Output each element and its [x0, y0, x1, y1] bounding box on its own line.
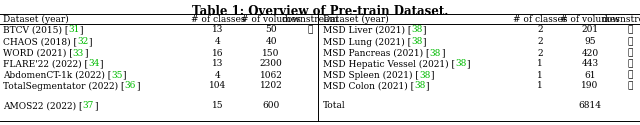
Text: ]: ]	[441, 48, 444, 58]
Text: 1: 1	[537, 70, 543, 80]
Text: ]: ]	[467, 60, 470, 68]
Text: 50: 50	[265, 26, 277, 35]
Text: CHAOS (2018) [: CHAOS (2018) [	[3, 38, 77, 46]
Text: FLARE'22 (2022) [: FLARE'22 (2022) [	[3, 60, 88, 68]
Text: 36: 36	[125, 82, 136, 90]
Text: 4: 4	[215, 70, 221, 80]
Text: ]: ]	[423, 26, 426, 35]
Text: ✓: ✓	[627, 60, 633, 68]
Text: 15: 15	[212, 102, 224, 110]
Text: ]: ]	[123, 70, 126, 80]
Text: ]: ]	[84, 48, 88, 58]
Text: downstream: downstream	[282, 14, 339, 24]
Text: 2300: 2300	[260, 60, 282, 68]
Text: 201: 201	[581, 26, 598, 35]
Text: 37: 37	[83, 102, 94, 110]
Text: # of classes: # of classes	[513, 14, 567, 24]
Text: WORD (2021) [: WORD (2021) [	[3, 48, 73, 58]
Text: 35: 35	[111, 70, 123, 80]
Text: ]: ]	[80, 26, 83, 35]
Text: 33: 33	[73, 48, 84, 58]
Text: ]: ]	[430, 70, 434, 80]
Text: 38: 38	[429, 48, 441, 58]
Text: 4: 4	[215, 38, 221, 46]
Text: 150: 150	[262, 48, 280, 58]
Text: 38: 38	[419, 70, 430, 80]
Text: MSD Colon (2021) [: MSD Colon (2021) [	[323, 82, 414, 90]
Text: AMOS22 (2022) [: AMOS22 (2022) [	[3, 102, 83, 110]
Text: 104: 104	[209, 82, 227, 90]
Text: ✓: ✓	[627, 82, 633, 90]
Text: 2: 2	[537, 38, 543, 46]
Text: Dataset (year): Dataset (year)	[323, 14, 388, 24]
Text: 1: 1	[537, 60, 543, 68]
Text: # of volumes: # of volumes	[560, 14, 620, 24]
Text: MSD Spleen (2021) [: MSD Spleen (2021) [	[323, 70, 419, 80]
Text: 40: 40	[265, 38, 276, 46]
Text: 13: 13	[212, 60, 224, 68]
Text: MSD Lung (2021) [: MSD Lung (2021) [	[323, 38, 411, 46]
Text: ✓: ✓	[307, 26, 313, 35]
Text: 443: 443	[581, 60, 598, 68]
Text: 1: 1	[537, 82, 543, 90]
Text: Table 1: Overview of Pre-train Dataset.: Table 1: Overview of Pre-train Dataset.	[192, 5, 448, 18]
Text: 190: 190	[581, 82, 598, 90]
Text: MSD Liver (2021) [: MSD Liver (2021) [	[323, 26, 412, 35]
Text: ✓: ✓	[627, 70, 633, 80]
Text: 2: 2	[537, 26, 543, 35]
Text: ]: ]	[426, 82, 429, 90]
Text: ]: ]	[94, 102, 97, 110]
Text: # of classes: # of classes	[191, 14, 245, 24]
Text: # of volumes: # of volumes	[241, 14, 301, 24]
Text: Total: Total	[323, 102, 346, 110]
Text: ]: ]	[422, 38, 426, 46]
Text: ]: ]	[136, 82, 140, 90]
Text: 1202: 1202	[260, 82, 282, 90]
Text: ✓: ✓	[627, 26, 633, 35]
Text: 38: 38	[412, 26, 423, 35]
Text: AbdomenCT-1k (2022) [: AbdomenCT-1k (2022) [	[3, 70, 111, 80]
Text: MSD Pancreas (2021) [: MSD Pancreas (2021) [	[323, 48, 429, 58]
Text: 61: 61	[584, 70, 596, 80]
Text: 600: 600	[262, 102, 280, 110]
Text: 32: 32	[77, 38, 88, 46]
Text: 13: 13	[212, 26, 224, 35]
Text: 34: 34	[88, 60, 99, 68]
Text: 1062: 1062	[260, 70, 282, 80]
Text: ✓: ✓	[627, 38, 633, 46]
Text: ✓: ✓	[627, 48, 633, 58]
Text: BTCV (2015) [: BTCV (2015) [	[3, 26, 68, 35]
Text: Dataset (year): Dataset (year)	[3, 14, 68, 24]
Text: downstream: downstream	[602, 14, 640, 24]
Text: 6814: 6814	[579, 102, 602, 110]
Text: MSD Hepatic Vessel (2021) [: MSD Hepatic Vessel (2021) [	[323, 60, 455, 68]
Text: ]: ]	[88, 38, 92, 46]
Text: 38: 38	[455, 60, 467, 68]
Text: 31: 31	[68, 26, 80, 35]
Text: ]: ]	[99, 60, 103, 68]
Text: 38: 38	[414, 82, 426, 90]
Text: TotalSegmentator (2022) [: TotalSegmentator (2022) [	[3, 82, 125, 90]
Text: 16: 16	[212, 48, 224, 58]
Text: 38: 38	[411, 38, 422, 46]
Text: 2: 2	[537, 48, 543, 58]
Text: 95: 95	[584, 38, 596, 46]
Text: 420: 420	[581, 48, 598, 58]
